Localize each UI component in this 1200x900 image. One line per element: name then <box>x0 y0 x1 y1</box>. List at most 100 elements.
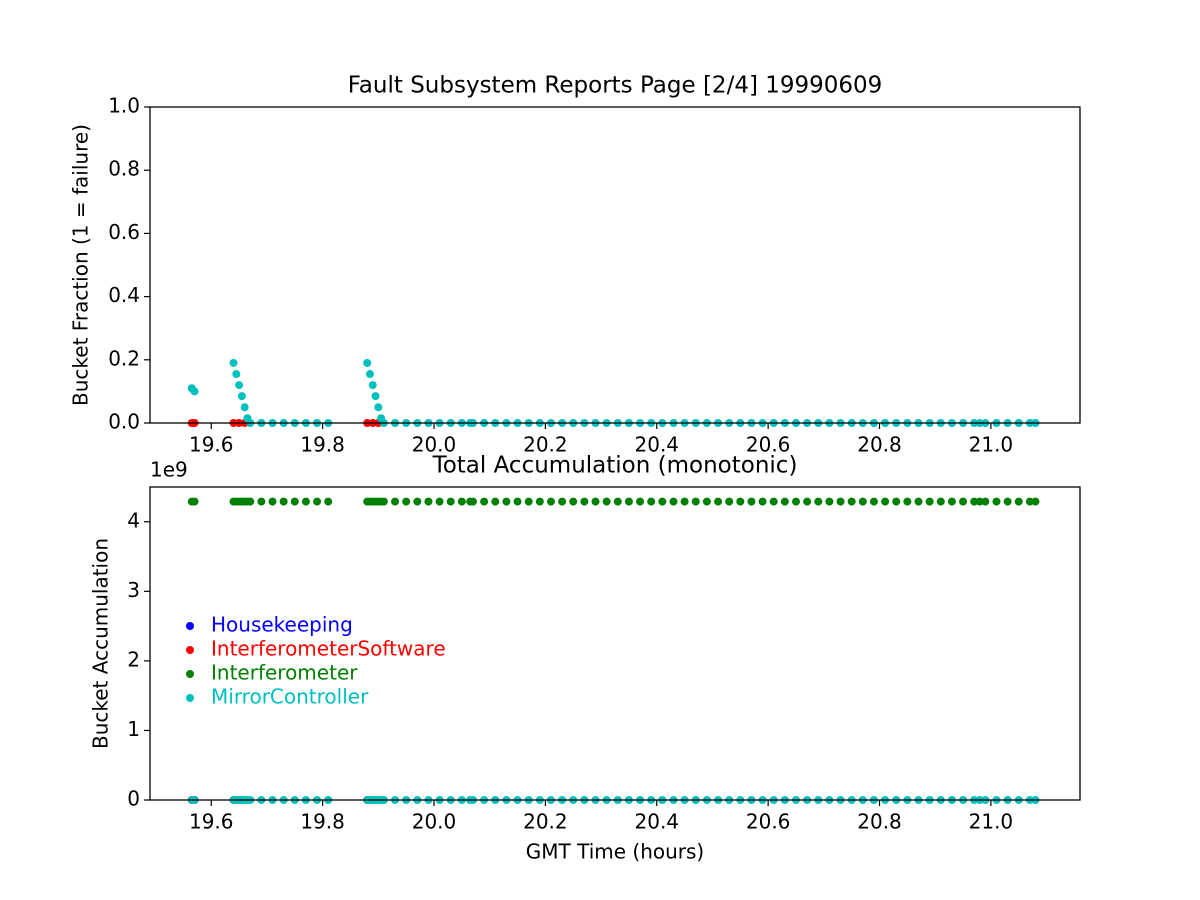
legend-marker <box>186 670 194 678</box>
data-point <box>457 497 466 506</box>
axes-frame <box>149 486 1081 801</box>
data-point <box>903 497 912 506</box>
data-point <box>374 403 383 412</box>
data-point <box>702 497 711 506</box>
data-point <box>892 497 901 506</box>
y-tick-label: 0.8 <box>108 157 140 181</box>
y-offset-label: 1e9 <box>150 458 188 482</box>
data-point <box>1014 497 1023 506</box>
data-point <box>858 497 867 506</box>
x-tick-label: 19.8 <box>300 433 345 457</box>
x-tick-label: 21.0 <box>969 810 1014 834</box>
y-tick-label: 1.0 <box>108 94 140 118</box>
data-point <box>791 497 800 506</box>
x-axis-label: GMT Time (hours) <box>526 840 704 864</box>
y-tick-label: 2 <box>127 647 140 671</box>
data-point <box>235 381 244 390</box>
data-point <box>580 497 589 506</box>
subplot-title: Total Accumulation (monotonic) <box>432 453 798 479</box>
data-point <box>747 497 756 506</box>
data-point <box>658 497 667 506</box>
x-tick-label: 20.0 <box>412 433 457 457</box>
data-point <box>240 403 249 412</box>
data-point <box>975 497 984 506</box>
data-point <box>237 392 246 401</box>
data-point <box>691 497 700 506</box>
data-point <box>229 358 238 367</box>
data-point <box>725 497 734 506</box>
y-axis-label: Bucket Fraction (1 = failure) <box>69 124 93 406</box>
data-point <box>524 497 533 506</box>
data-point <box>365 370 374 379</box>
data-point <box>446 497 455 506</box>
data-point <box>992 497 1001 506</box>
data-point <box>513 497 522 506</box>
data-point <box>246 497 255 506</box>
data-point <box>558 497 567 506</box>
data-point <box>914 497 923 506</box>
data-point <box>613 497 622 506</box>
data-point <box>313 497 322 506</box>
y-tick-label: 0 <box>127 787 140 811</box>
data-point <box>190 497 199 506</box>
legend-label: InterferometerSoftware <box>211 637 446 661</box>
data-point <box>268 497 277 506</box>
data-point <box>491 497 500 506</box>
data-point <box>391 497 400 506</box>
legend-marker <box>186 646 194 654</box>
data-point <box>602 497 611 506</box>
data-point <box>402 497 411 506</box>
data-point <box>769 497 778 506</box>
x-tick-label: 20.8 <box>857 433 902 457</box>
x-tick-label: 20.8 <box>857 810 902 834</box>
data-point <box>624 497 633 506</box>
data-point <box>535 497 544 506</box>
data-point <box>546 497 555 506</box>
y-tick-label: 0.2 <box>108 346 140 370</box>
y-tick-label: 0.0 <box>108 410 140 434</box>
x-tick-label: 20.4 <box>635 433 680 457</box>
x-tick-label: 20.2 <box>523 433 568 457</box>
data-point <box>368 381 377 390</box>
data-point <box>569 497 578 506</box>
data-point <box>468 497 477 506</box>
data-point <box>591 497 600 506</box>
data-point <box>758 497 767 506</box>
x-tick-label: 19.6 <box>189 810 234 834</box>
data-point <box>324 497 333 506</box>
y-axis-label: Bucket Accumulation <box>89 538 113 749</box>
legend-label: MirrorController <box>211 685 369 709</box>
data-point <box>869 497 878 506</box>
x-tick-label: 21.0 <box>969 433 1014 457</box>
y-tick-label: 4 <box>127 508 140 532</box>
data-point <box>232 370 241 379</box>
x-tick-label: 20.6 <box>746 433 791 457</box>
data-point <box>1025 497 1034 506</box>
data-point <box>1031 497 1040 506</box>
data-point <box>636 497 645 506</box>
subplot: Fault Subsystem Reports Page [2/4] 19990… <box>69 73 1081 457</box>
legend-marker <box>186 694 194 702</box>
x-tick-label: 20.6 <box>746 810 791 834</box>
subplot: Total Accumulation (monotonic) Bucket Acc… <box>89 453 1081 864</box>
data-point <box>647 497 656 506</box>
x-tick-label: 20.4 <box>635 810 680 834</box>
data-point <box>959 497 968 506</box>
data-point <box>981 497 990 506</box>
data-point <box>970 497 979 506</box>
data-point <box>780 497 789 506</box>
x-tick-label: 19.8 <box>300 810 345 834</box>
axes-frame <box>149 106 1081 424</box>
y-tick-label: 3 <box>127 578 140 602</box>
y-tick-label: 0.6 <box>108 220 140 244</box>
data-point <box>480 497 489 506</box>
data-point <box>669 497 678 506</box>
data-point <box>736 497 745 506</box>
legend-label: Housekeeping <box>211 613 353 637</box>
legend-marker <box>186 622 194 630</box>
x-tick-label: 20.2 <box>523 810 568 834</box>
data-point <box>836 497 845 506</box>
data-point <box>379 497 388 506</box>
data-point <box>257 497 266 506</box>
